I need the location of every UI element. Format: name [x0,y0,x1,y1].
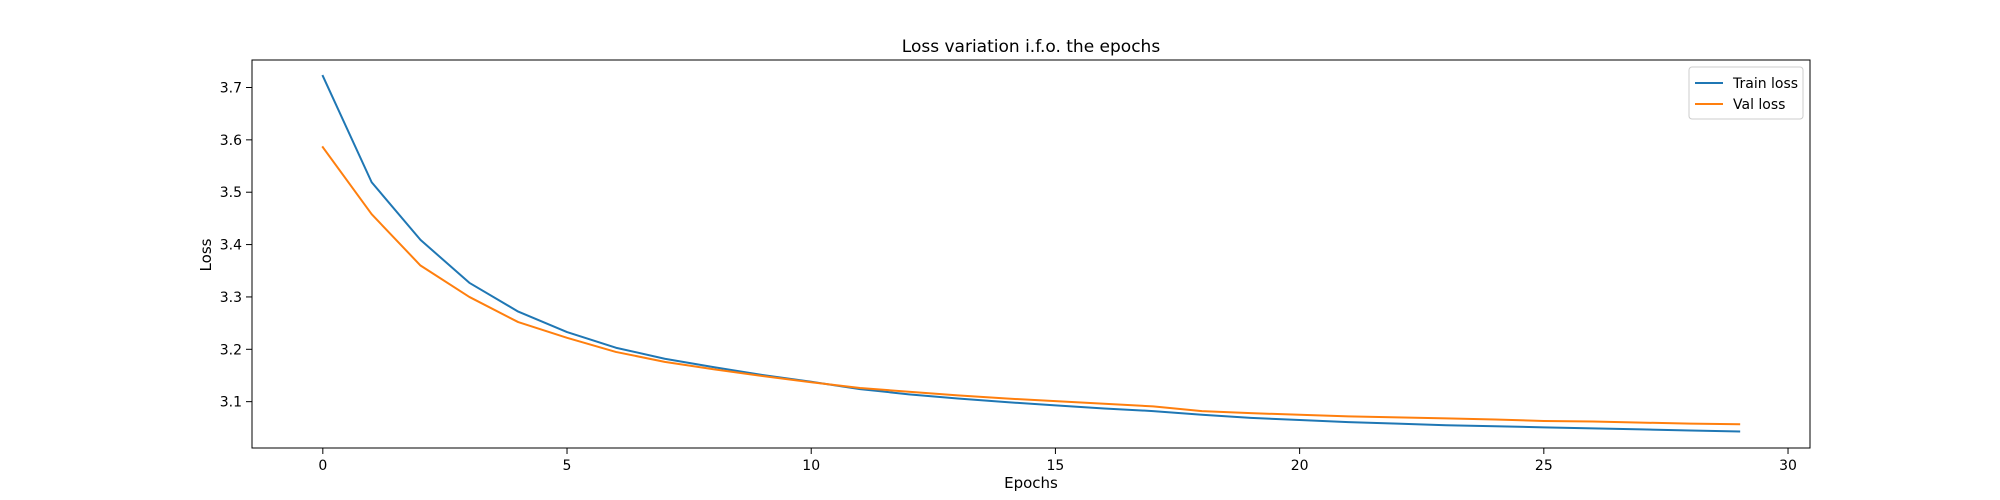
x-tick-label: 20 [1291,458,1309,474]
x-tick-label: 10 [802,458,820,474]
legend-label-train-loss: Train loss [1732,76,1798,92]
y-tick-label: 3.6 [220,133,242,149]
y-tick-label: 3.3 [220,290,242,306]
y-tick-label: 3.1 [220,395,242,411]
y-tick-label: 3.7 [220,80,242,96]
x-tick-label: 15 [1047,458,1065,474]
y-tick-label: 3.2 [220,342,242,358]
y-tick-label: 3.4 [220,238,242,254]
series-line-val-loss [321,145,1741,426]
series-line-train-loss [321,74,1741,433]
axes-frame [251,59,1811,449]
series-layer [321,74,1741,433]
y-axis-label: Loss [197,238,215,271]
x-tick-label: 0 [318,458,327,474]
x-tick-label: 30 [1779,458,1797,474]
legend-box [1688,66,1804,120]
x-tick-label: 25 [1535,458,1553,474]
plot-background [252,60,1810,448]
chart-title: Loss variation i.f.o. the epochs [902,37,1161,57]
plot-area [252,60,1810,448]
axes-layer: 0 5 10 15 20 25 30 3.1 3.2 3.3 3.4 3.5 3.6 3.7 [220,59,1811,474]
x-tick-label: 5 [563,458,572,474]
y-tick-label: 3.5 [220,185,242,201]
legend-label-val-loss: Val loss [1733,97,1785,113]
legend: Train loss Val loss [1688,66,1804,120]
x-axis-label: Epochs [1004,474,1058,492]
